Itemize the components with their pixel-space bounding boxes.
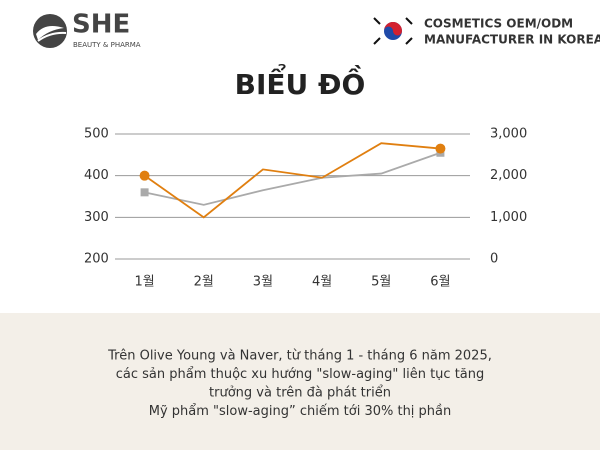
y2-tick-label: 1,000 bbox=[490, 210, 527, 225]
logo bbox=[33, 14, 67, 48]
marker bbox=[435, 143, 446, 154]
x-tick-label: 6월 bbox=[430, 275, 450, 290]
x-tick-label: 2월 bbox=[194, 275, 214, 290]
caption-line: Mỹ phẩm "slow-aging” chiếm tới 30% thị p… bbox=[149, 404, 452, 419]
y2-tick-label: 0 bbox=[490, 252, 498, 267]
y-tick-label: 500 bbox=[84, 127, 109, 142]
brand: SHE bbox=[72, 10, 130, 40]
x-tick-label: 5월 bbox=[371, 275, 391, 290]
brand-sub: BEAUTY & PHARMA bbox=[73, 41, 141, 49]
marker bbox=[139, 170, 150, 181]
caption-line: các sản phẩm thuộc xu hướng "slow-aging"… bbox=[116, 367, 485, 382]
tagline: MANUFACTURER IN KOREA bbox=[424, 33, 600, 47]
tagline: COSMETICS OEM/ODM bbox=[424, 17, 573, 31]
x-tick-label: 4월 bbox=[312, 275, 332, 290]
line-series bbox=[144, 151, 441, 206]
y-tick-label: 400 bbox=[84, 168, 109, 183]
caption-line: trưởng và trên đà phát triển bbox=[209, 386, 391, 401]
y2-tick-label: 3,000 bbox=[490, 127, 527, 142]
y2-tick-label: 2,000 bbox=[490, 168, 527, 183]
marker bbox=[140, 188, 149, 197]
x-tick-label: 1월 bbox=[134, 275, 154, 290]
line-series bbox=[144, 142, 441, 219]
chart-title: BIỂU ĐỒ bbox=[235, 62, 366, 101]
caption-line: Trên Olive Young và Naver, từ tháng 1 - … bbox=[107, 349, 492, 364]
y-tick-label: 300 bbox=[84, 210, 109, 225]
x-tick-label: 3월 bbox=[253, 275, 273, 290]
y-tick-label: 200 bbox=[84, 252, 109, 267]
korea-flag bbox=[372, 14, 414, 48]
caption-panel bbox=[0, 313, 600, 450]
